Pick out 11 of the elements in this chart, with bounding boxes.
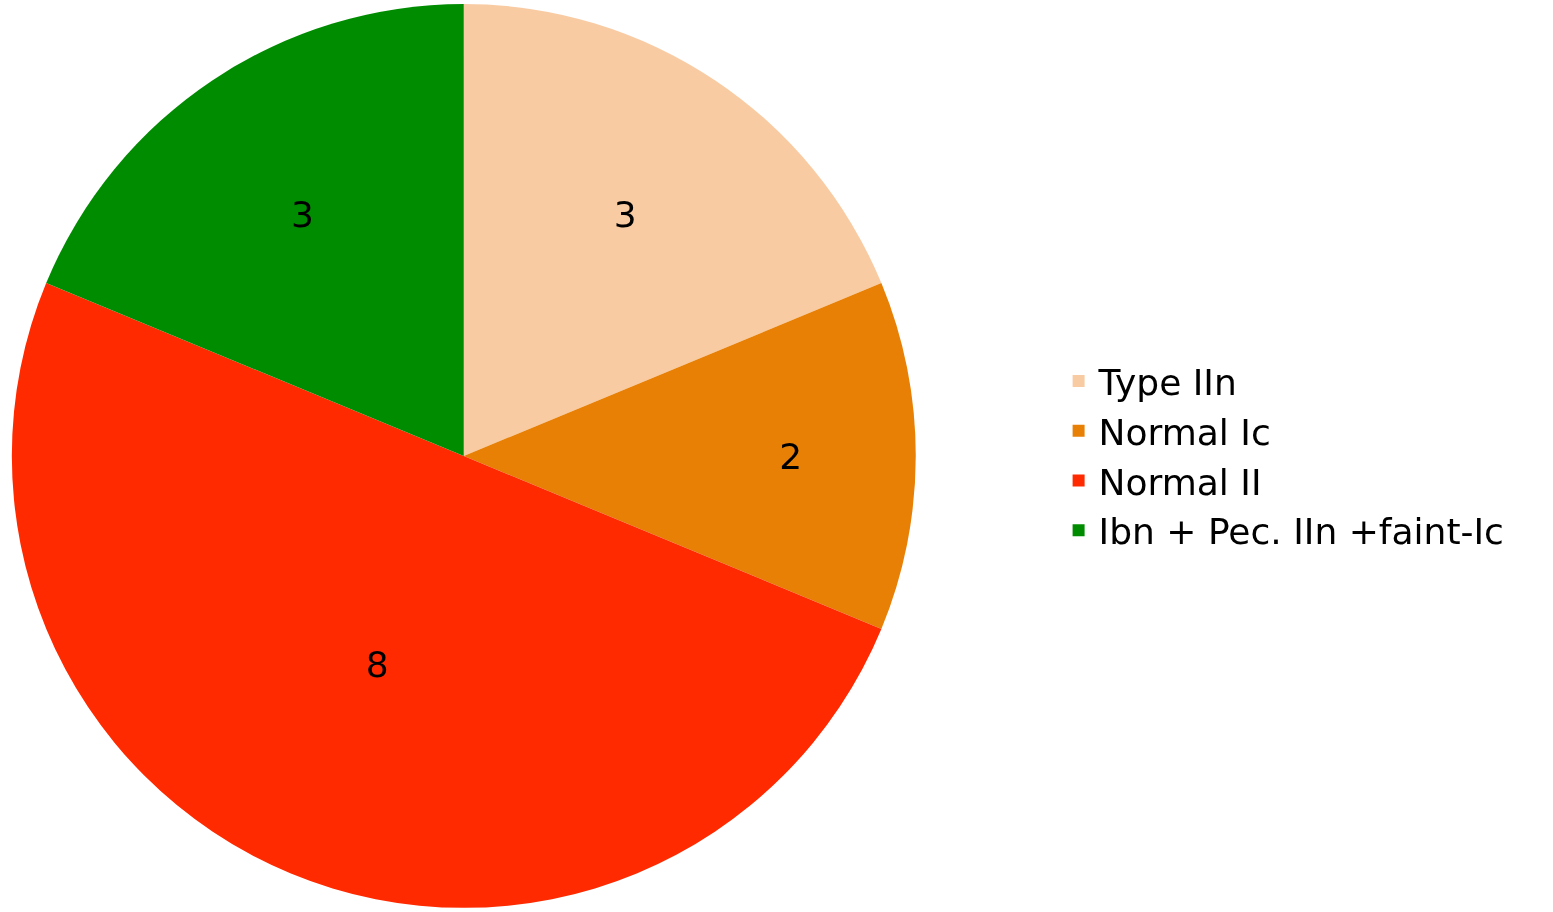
data-label: 2 (779, 435, 803, 477)
data-label: 3 (290, 193, 314, 235)
pie-slice (11, 283, 882, 908)
legend-label: Ibn + Pec. IIn +faint-Ic (1098, 511, 1504, 553)
legend-label: Type IIn (1097, 361, 1237, 403)
legend-label: Normal Ic (1098, 411, 1271, 453)
pie-slice (463, 283, 916, 629)
data-label: 3 (613, 193, 637, 235)
pie-slice (46, 4, 464, 456)
legend-label: Normal II (1098, 461, 1262, 503)
data-label: 8 (365, 644, 389, 686)
